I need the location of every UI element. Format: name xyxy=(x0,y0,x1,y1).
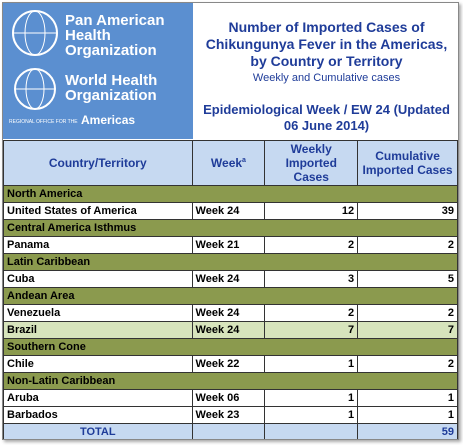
column-header: Weeka xyxy=(191,140,266,186)
empty-cell xyxy=(191,423,266,439)
weekly-cell: 3 xyxy=(264,270,359,288)
cumulative-cell: 1 xyxy=(357,389,458,407)
footnote-mark: a xyxy=(242,157,246,164)
week-cell: Week 24 xyxy=(191,304,266,322)
data-row: Cuba Week 24 3 5 xyxy=(3,270,458,288)
total-label: TOTAL xyxy=(3,423,193,439)
section-name: North America xyxy=(3,185,458,203)
title: Number of Imported Cases of Chikungunya … xyxy=(205,19,448,69)
data-row: Aruba Week 06 1 1 xyxy=(3,389,458,407)
logo-small: REGIONAL OFFICE FOR THE xyxy=(9,119,78,125)
empty-cell xyxy=(264,423,359,439)
week-note: Epidemiological Week / EW 24 (Updated 06… xyxy=(203,102,450,133)
cases-table: Country/Territory Weeka Weekly Imported … xyxy=(3,140,458,439)
logo-text: Health xyxy=(65,27,111,44)
cumulative-cell: 1 xyxy=(357,406,458,424)
weekly-cell: 2 xyxy=(264,304,359,322)
logo-emblems xyxy=(12,10,58,110)
frame: Pan American Health Organization World H… xyxy=(2,2,459,440)
data-row: Panama Week 21 2 2 xyxy=(3,236,458,254)
country-cell: Venezuela xyxy=(3,304,193,322)
cumulative-cell: 39 xyxy=(357,202,458,220)
weekly-cell: 1 xyxy=(264,389,359,407)
header-row: Country/Territory Weeka Weekly Imported … xyxy=(3,140,458,186)
column-header-text: Week xyxy=(210,156,243,170)
section-name: Andean Area xyxy=(3,287,458,305)
week-cell: Week 23 xyxy=(191,406,266,424)
section-name: Central America Isthmus xyxy=(3,219,458,237)
section-name: Non-Latin Caribbean xyxy=(3,372,458,390)
week-cell: Week 24 xyxy=(191,321,266,339)
logo-panel: Pan American Health Organization World H… xyxy=(3,3,193,139)
column-header: Weekly Imported Cases xyxy=(264,140,359,186)
section-row: Andean Area xyxy=(3,287,458,305)
section-name: Southern Cone xyxy=(3,338,458,356)
weekly-cell: 1 xyxy=(264,406,359,424)
total-row: TOTAL 59 xyxy=(3,423,458,439)
section-row: Latin Caribbean xyxy=(3,253,458,271)
total-cumulative: 59 xyxy=(357,423,458,439)
weekly-cell: 12 xyxy=(264,202,359,220)
section-row: Non-Latin Caribbean xyxy=(3,372,458,390)
logo-region: Americas xyxy=(81,113,136,127)
data-row: Brazil Week 24 7 7 xyxy=(3,321,458,339)
cumulative-cell: 7 xyxy=(357,321,458,339)
data-row: Barbados Week 23 1 1 xyxy=(3,406,458,424)
country-cell: Cuba xyxy=(3,270,193,288)
section-row: Central America Isthmus xyxy=(3,219,458,237)
country-cell: United States of America xyxy=(3,202,193,220)
section-name: Latin Caribbean xyxy=(3,253,458,271)
country-cell: Brazil xyxy=(3,321,193,339)
column-header: Cumulative Imported Cases xyxy=(357,140,458,186)
week-cell: Week 24 xyxy=(191,270,266,288)
country-cell: Panama xyxy=(3,236,193,254)
country-cell: Chile xyxy=(3,355,193,373)
cumulative-cell: 2 xyxy=(357,304,458,322)
logo-text: Organization xyxy=(65,87,157,104)
cumulative-cell: 5 xyxy=(357,270,458,288)
country-cell: Barbados xyxy=(3,406,193,424)
weekly-cell: 7 xyxy=(264,321,359,339)
weekly-cell: 1 xyxy=(264,355,359,373)
header: Number of Imported Cases of Chikungunya … xyxy=(195,3,458,139)
data-row: Chile Week 22 1 2 xyxy=(3,355,458,373)
logo-text: Pan American xyxy=(65,12,165,29)
subtitle: Weekly and Cumulative cases xyxy=(252,72,401,84)
cumulative-cell: 2 xyxy=(357,355,458,373)
section-row: North America xyxy=(3,185,458,203)
logo-text: World Health xyxy=(65,72,158,89)
country-cell: Aruba xyxy=(3,389,193,407)
week-cell: Week 06 xyxy=(191,389,266,407)
column-header: Country/Territory xyxy=(3,140,193,186)
week-cell: Week 21 xyxy=(191,236,266,254)
cumulative-cell: 2 xyxy=(357,236,458,254)
weekly-cell: 2 xyxy=(264,236,359,254)
week-cell: Week 22 xyxy=(191,355,266,373)
table-body: North America United States of America Wee… xyxy=(3,185,458,439)
week-cell: Week 24 xyxy=(191,202,266,220)
data-row: United States of America Week 24 12 39 xyxy=(3,202,458,220)
data-row: Venezuela Week 24 2 2 xyxy=(3,304,458,322)
logo-text: Organization xyxy=(65,42,157,59)
section-row: Southern Cone xyxy=(3,338,458,356)
